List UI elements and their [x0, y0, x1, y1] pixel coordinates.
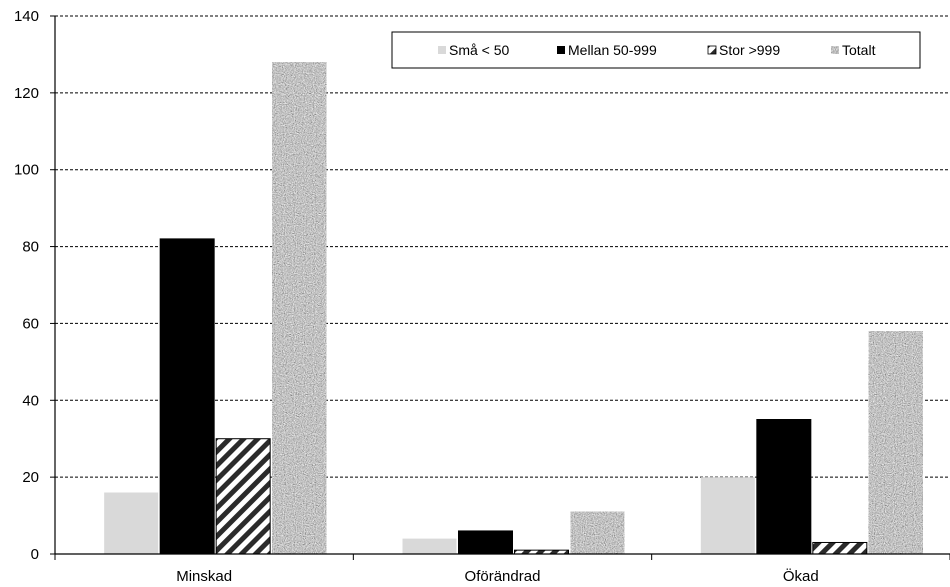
bar-small [402, 538, 457, 554]
y-tick-label: 0 [31, 546, 39, 563]
y-tick-label: 140 [14, 8, 39, 25]
bar-medium [756, 419, 812, 555]
bar-total [272, 62, 327, 554]
bar-large [215, 438, 271, 555]
bar-small [104, 492, 159, 554]
y-axis-ticks: 0 20 40 60 80 100 120 140 [14, 8, 55, 563]
bars [104, 62, 923, 555]
legend-swatch [438, 46, 446, 54]
gridlines [55, 15, 950, 478]
bar-total [868, 331, 923, 554]
y-tick-label: 60 [22, 315, 39, 332]
bar-medium [159, 238, 215, 555]
legend: Små < 50 Mellan 50-999 Stor >999 Totalt [391, 31, 921, 69]
y-tick-label: 100 [14, 162, 39, 179]
legend-swatch [557, 46, 565, 54]
legend-label: Mellan 50-999 [568, 42, 657, 58]
y-tick-label: 40 [22, 392, 39, 409]
bar-small [700, 477, 755, 554]
bar-total [570, 511, 625, 554]
bar-large [812, 541, 868, 555]
bar-medium [458, 530, 513, 555]
axes [54, 16, 950, 560]
x-tick-label: Minskad [176, 568, 232, 585]
y-tick-label: 120 [14, 85, 39, 102]
legend-label: Stor >999 [719, 42, 780, 58]
legend-label: Små < 50 [449, 42, 510, 58]
x-tick-label: Ökad [783, 567, 819, 585]
legend-swatch [707, 45, 717, 55]
legend-label: Totalt [842, 42, 876, 58]
x-tick-label: Oförändrad [465, 568, 541, 585]
y-tick-label: 80 [22, 239, 39, 256]
y-tick-label: 20 [22, 469, 39, 486]
x-axis-labels: Minskad Oförändrad Ökad [176, 567, 819, 585]
legend-swatch [831, 46, 839, 54]
